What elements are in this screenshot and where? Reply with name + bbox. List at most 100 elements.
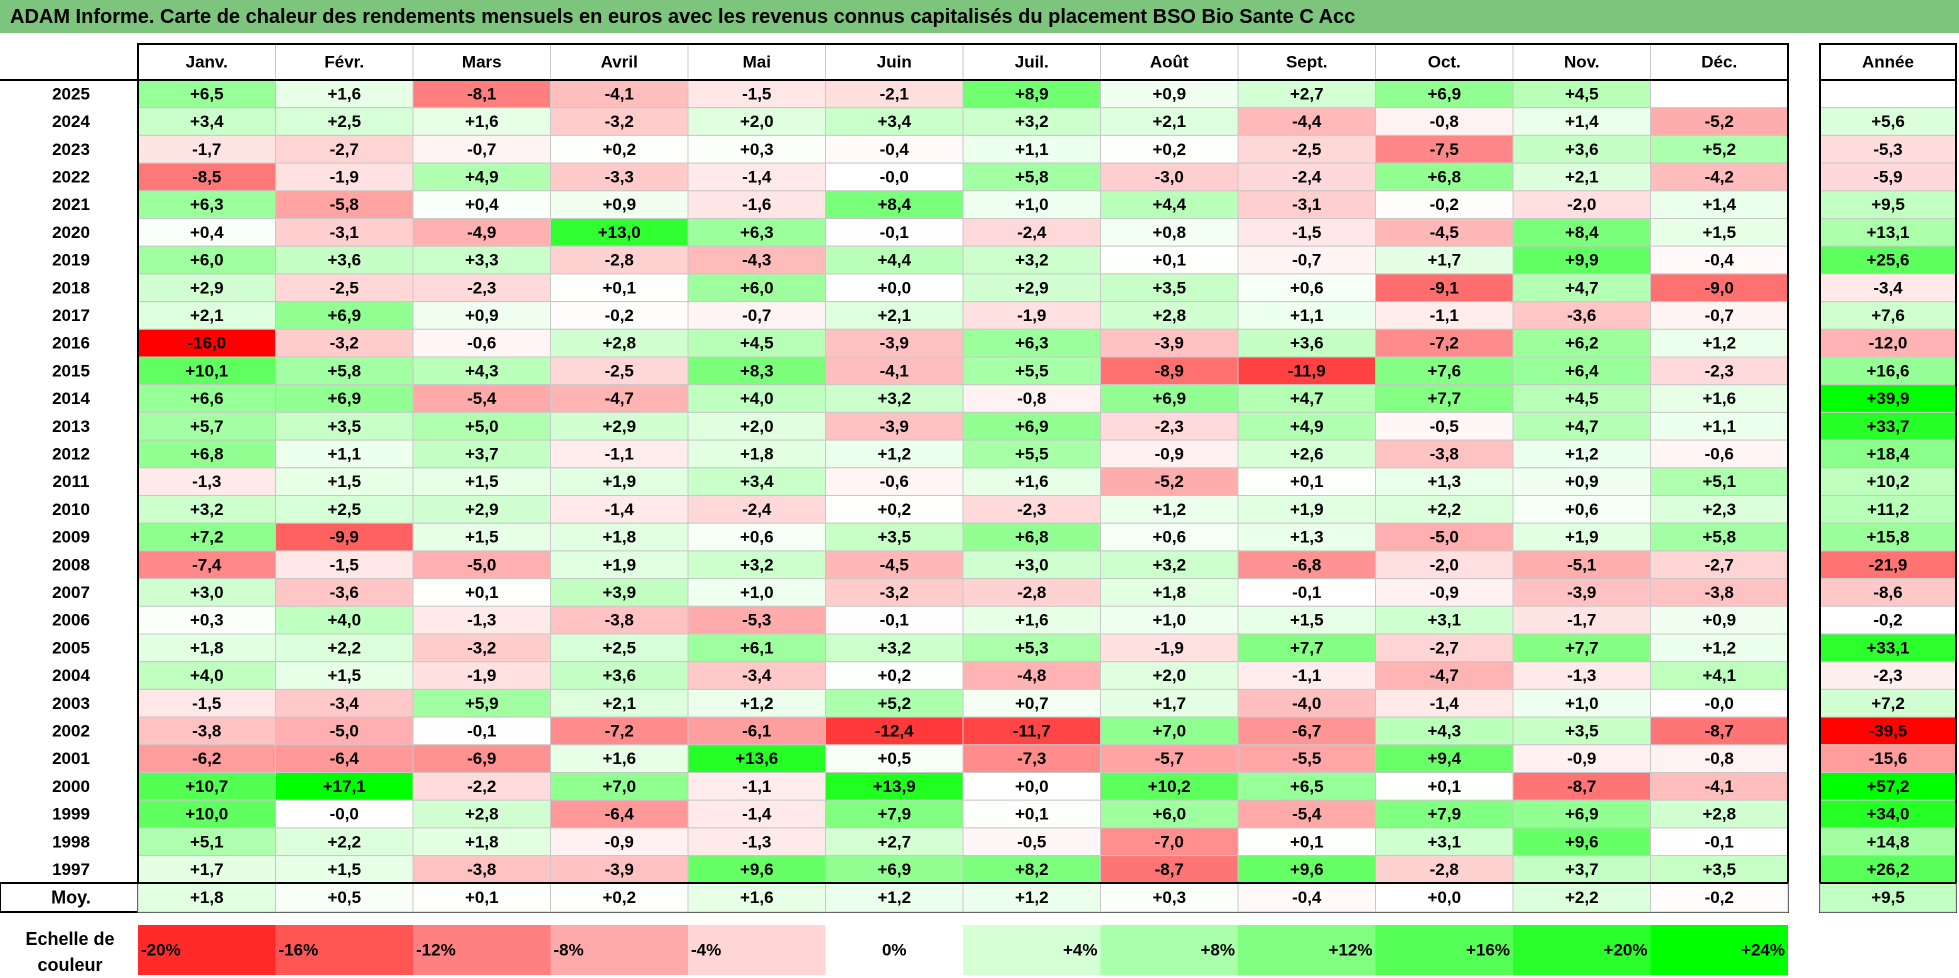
scale-step-label: +24% — [1741, 941, 1785, 960]
cell-value: +5,1 — [190, 832, 224, 851]
heatmap-cell — [412, 578, 551, 607]
cell-value: -3,0 — [1155, 167, 1184, 186]
cell-value: +1,4 — [1702, 195, 1736, 214]
scale-step-label: -12% — [416, 941, 456, 960]
heatmap-cell — [412, 772, 551, 801]
heatmap-cell — [137, 134, 276, 164]
cell-value: +4,0 — [740, 389, 774, 408]
cell-value: +3,2 — [740, 555, 774, 574]
year-total-header: Année — [1862, 53, 1914, 72]
cell-value: +4,7 — [1290, 389, 1324, 408]
cell-value: +3,6 — [1565, 140, 1599, 159]
annual-value: +16,6 — [1866, 361, 1909, 380]
heatmap-cell — [1512, 716, 1651, 746]
heatmap-cell — [275, 301, 414, 330]
cell-value: +5,9 — [465, 694, 499, 713]
heatmap-cell — [1375, 162, 1514, 192]
cell-value: +2,0 — [1152, 666, 1186, 685]
cell-value: -4,9 — [467, 223, 496, 242]
cell-value: -1,5 — [330, 555, 359, 574]
cell-value: +2,1 — [190, 306, 224, 325]
heatmap-cell — [550, 744, 689, 773]
heatmap-cell — [1237, 799, 1376, 829]
cell-value: +1,0 — [1565, 694, 1599, 713]
cell-value: +2,2 — [327, 832, 361, 851]
row-year-label: 2020 — [52, 223, 90, 242]
cell-value: +4,5 — [1565, 84, 1599, 103]
row-year-label: 1997 — [52, 860, 90, 879]
cell-value: +5,7 — [190, 417, 224, 436]
annual-value: -3,4 — [1873, 278, 1903, 297]
heatmap-cell — [550, 107, 689, 136]
heatmap-cell — [1100, 661, 1239, 690]
scale-step-label: -16% — [279, 941, 319, 960]
cell-value: +0,1 — [1290, 472, 1324, 491]
cell-value: -0,5 — [1017, 832, 1046, 851]
heatmap-cell — [687, 107, 826, 136]
cell-value: +1,6 — [602, 749, 636, 768]
cell-value: +5,8 — [327, 361, 361, 380]
heatmap-cell — [1237, 495, 1376, 524]
annual-cell — [1819, 384, 1957, 413]
cell-value: -0,8 — [1017, 389, 1046, 408]
heatmap-cell — [825, 744, 964, 773]
heatmap-cell — [550, 688, 689, 718]
heatmap-cell — [1650, 495, 1789, 524]
heatmap-cell — [550, 190, 689, 220]
cell-value: +5,5 — [1015, 361, 1049, 380]
cell-value: -3,2 — [880, 583, 909, 602]
heatmap-cell — [1650, 855, 1789, 884]
heatmap-cell — [1237, 190, 1376, 220]
cell-value: +1,0 — [1015, 195, 1049, 214]
heatmap-cell — [550, 578, 689, 607]
cell-value: -3,4 — [742, 666, 772, 685]
cell-value: +8,3 — [740, 361, 774, 380]
heatmap-cell — [412, 799, 551, 829]
heatmap-cell — [825, 107, 964, 136]
cell-value: +0,5 — [877, 749, 911, 768]
cell-value: +1,7 — [1427, 251, 1461, 270]
heatmap-cell — [1375, 190, 1514, 220]
cell-value: -5,3 — [742, 611, 771, 630]
month-header: Janv. — [186, 53, 228, 72]
heatmap-cell — [1100, 301, 1239, 330]
heatmap-cell — [1512, 273, 1651, 303]
cell-value: +1,6 — [1015, 472, 1049, 491]
cell-value: +0,3 — [190, 611, 224, 630]
cell-value: +2,7 — [877, 832, 911, 851]
cell-value: -3,9 — [880, 334, 909, 353]
annual-value: +39,9 — [1866, 389, 1909, 408]
cell-value: +1,6 — [1015, 611, 1049, 630]
cell-value: -4,5 — [880, 555, 909, 574]
cell-value: +1,5 — [465, 528, 499, 547]
annual-cell — [1819, 827, 1957, 857]
cell-value: +6,1 — [740, 638, 774, 657]
heatmap-cell — [1375, 744, 1514, 773]
heatmap-cell — [412, 301, 551, 330]
cell-value: +1,9 — [1290, 500, 1324, 519]
heatmap-cell — [1375, 356, 1514, 386]
month-header: Oct. — [1428, 53, 1461, 72]
cell-value: +9,9 — [1565, 251, 1599, 270]
annual-cell — [1819, 578, 1957, 607]
scale-swatch — [1650, 925, 1788, 975]
heatmap-cell — [687, 134, 826, 164]
cell-value: +5,0 — [465, 417, 499, 436]
heatmap-cell — [1375, 411, 1514, 441]
heatmap-cell — [275, 661, 414, 690]
cell-value: +0,3 — [740, 140, 774, 159]
heatmap-cell — [1237, 633, 1376, 663]
cell-value: +1,8 — [465, 832, 499, 851]
heatmap-cell — [1512, 328, 1651, 358]
heatmap-cell — [1237, 605, 1376, 635]
heatmap-cell — [825, 79, 964, 109]
cell-value: -3,8 — [605, 611, 634, 630]
cell-value: +5,2 — [877, 694, 911, 713]
cell-value: +2,9 — [465, 500, 499, 519]
heatmap-cell — [1650, 772, 1789, 801]
cell-value: +1,5 — [1290, 611, 1324, 630]
cell-value: +1,9 — [602, 555, 636, 574]
scale-label: Echelle de — [25, 929, 114, 949]
heatmap-cell — [1375, 716, 1514, 746]
row-year-label: 2025 — [52, 84, 90, 103]
